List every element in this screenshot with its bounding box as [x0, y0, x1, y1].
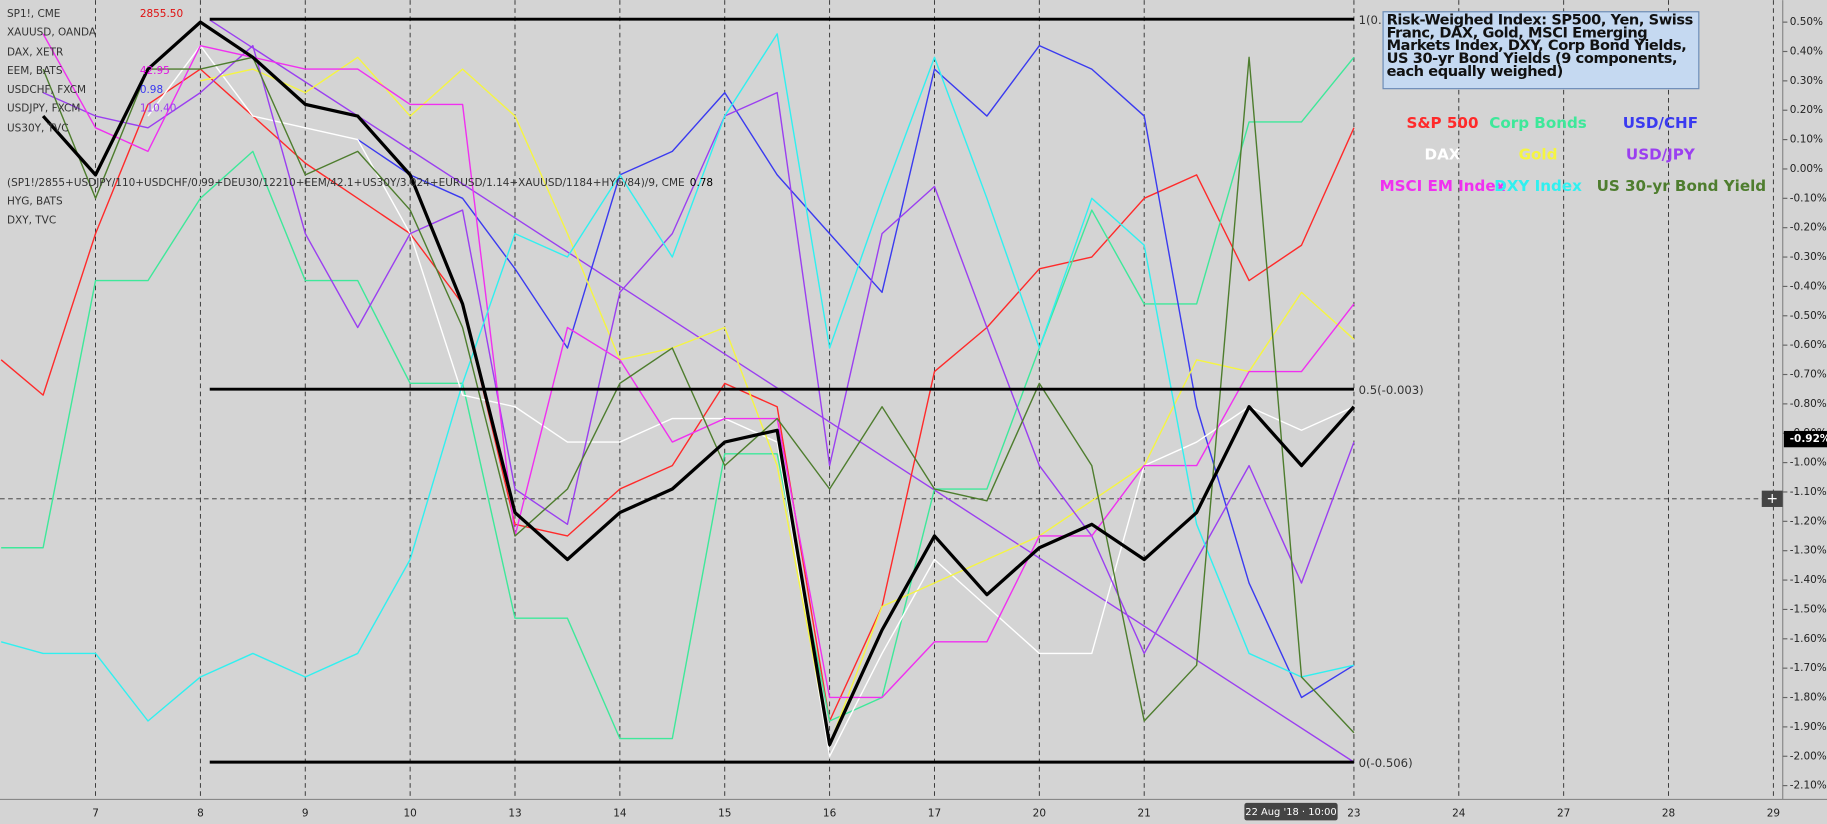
y-tick-label: -0.20% — [1790, 222, 1827, 234]
series-line — [0, 33, 1355, 722]
x-tick-label: 10 — [403, 807, 416, 819]
y-tick-label: -0.80% — [1790, 398, 1827, 410]
y-tick-label: -2.10% — [1790, 780, 1827, 792]
levels: 1(0.5 0.5(-0.003) 0(-0.506) — [209, 13, 1424, 770]
title-box-text: Risk-Weighed Index: SP500, Yen, Swiss Fr… — [1386, 11, 1694, 80]
axes: 0.50% 0.40% 0.30% 0.20% 0.10% 0.00% -0.10% -0.2… — [92, 16, 1827, 821]
symbol-label: (SP1!/2855+USDJPY/110+USDCHF/0.99+DEU30/… — [7, 177, 685, 189]
legend-entry: MSCI EM Index — [1380, 177, 1506, 195]
legend-entry: Corp Bonds — [1489, 114, 1587, 132]
series-line — [42, 33, 1355, 699]
y-tick-label: 0.20% — [1790, 104, 1823, 116]
series-line — [200, 56, 1355, 746]
symbol-label: US30Y, TVC — [7, 122, 69, 134]
symbol-label: USDJPY, FXCM — [7, 102, 80, 114]
y-tick-label: -0.40% — [1790, 280, 1827, 292]
x-tick-label: 21 — [1138, 807, 1151, 819]
y-tick-label: -1.30% — [1790, 545, 1827, 557]
x-tick-label: 13 — [508, 807, 521, 819]
symbol-label: DXY, TVC — [7, 214, 56, 226]
symbol-label: EEM, BATS — [7, 65, 63, 77]
y-tick-label: -1.10% — [1790, 486, 1827, 498]
top-left-legend: SP1!, CME 2855.50 XAUUSD, OANDA DAX, XETR EE… — [7, 8, 713, 226]
add-button-icon[interactable]: + — [1766, 491, 1778, 507]
x-tick-label: 16 — [823, 807, 836, 819]
y-tick-label: -1.50% — [1790, 603, 1827, 615]
x-tick-label: 27 — [1557, 807, 1570, 819]
symbol-value: 42.95 — [140, 65, 170, 77]
x-tick-label: 24 — [1452, 807, 1466, 819]
y-tick-label: -1.90% — [1790, 721, 1827, 733]
x-tick-label: 23 — [1347, 807, 1360, 819]
legend-entry: Gold — [1519, 146, 1558, 164]
symbol-label: HYG, BATS — [7, 196, 63, 208]
title-box — [1382, 11, 1700, 90]
y-tick-label: -1.20% — [1790, 515, 1827, 527]
y-tick-label: 0.10% — [1790, 134, 1823, 146]
chart-title: Risk-Weighed Index: SP500, Yen, Swiss Fr… — [1386, 11, 1694, 80]
x-tick-label: 29 — [1767, 807, 1780, 819]
level-label: 1(0.5 — [1359, 13, 1389, 27]
legend-entry: US 30-yr Bond Yield — [1597, 177, 1767, 195]
y-tick-label: 0.40% — [1790, 45, 1823, 57]
y-tick-label: -0.30% — [1790, 251, 1827, 263]
series-line — [1, 56, 1355, 740]
symbol-label: USDCHF, FXCM — [7, 84, 86, 96]
symbol-label: XAUUSD, OANDA — [7, 27, 97, 39]
symbol-value: 2855.50 — [140, 8, 183, 20]
y-tick-label: -1.70% — [1790, 662, 1827, 674]
symbol-value: 0.78 — [690, 177, 713, 189]
y-tick-label: -0.60% — [1790, 339, 1827, 351]
legend-entry: DXY Index — [1494, 177, 1582, 195]
symbol-value: 110.40 — [140, 102, 177, 114]
legend-entry: S&P 500 — [1406, 114, 1478, 132]
series-line — [357, 44, 1355, 699]
level-label: 0.5(-0.003) — [1359, 383, 1424, 397]
last-value-box — [1783, 430, 1827, 448]
x-tick-label: 28 — [1662, 807, 1675, 819]
last-value-label: -0.92% — [1790, 433, 1827, 445]
legend-entry: USD/JPY — [1626, 146, 1696, 164]
x-tick-label: 14 — [613, 807, 627, 819]
trend-line — [209, 19, 1355, 763]
series-line — [147, 44, 1355, 758]
series-line — [42, 56, 1355, 734]
x-tick-label: 8 — [197, 807, 204, 819]
y-tick-label: -1.40% — [1790, 574, 1827, 586]
symbol-label: DAX, XETR — [7, 47, 63, 59]
symbol-label: SP1!, CME — [7, 8, 60, 20]
y-tick-label: -2.00% — [1790, 750, 1827, 762]
legend-entry: DAX — [1425, 146, 1461, 164]
x-tick-label: 15 — [718, 807, 731, 819]
y-tick-label: -0.70% — [1790, 369, 1827, 381]
legend: S&P 500 Corp Bonds USD/CHF DAX Gold USD/JPY MS… — [1380, 114, 1767, 195]
series-line — [0, 68, 1355, 722]
x-tick-label: 7 — [92, 807, 99, 819]
y-tick-label: 0.50% — [1790, 16, 1823, 28]
symbol-value: 0.98 — [140, 84, 163, 96]
x-tick-label: 9 — [302, 807, 309, 819]
grid — [95, 0, 1774, 800]
x-tick-label: 20 — [1033, 807, 1046, 819]
y-tick-label: 0.00% — [1790, 163, 1823, 175]
y-tick-label: -1.60% — [1790, 633, 1827, 645]
y-tick-label: 0.30% — [1790, 75, 1823, 87]
level-label: 0(-0.506) — [1359, 756, 1413, 770]
y-tick-label: -1.80% — [1790, 692, 1827, 704]
y-tick-label: -1.00% — [1790, 457, 1827, 469]
y-tick-label: -0.10% — [1790, 192, 1827, 204]
y-tick-label: -0.50% — [1790, 310, 1827, 322]
x-tick-label: 17 — [928, 807, 941, 819]
legend-entry: USD/CHF — [1623, 114, 1698, 132]
lines — [0, 20, 1356, 758]
cursor-label-box — [1244, 802, 1338, 821]
cursor-label: 22 Aug '18 · 10:00 — [1245, 807, 1336, 818]
series-line — [41, 20, 1356, 747]
add-button[interactable] — [1761, 490, 1783, 507]
